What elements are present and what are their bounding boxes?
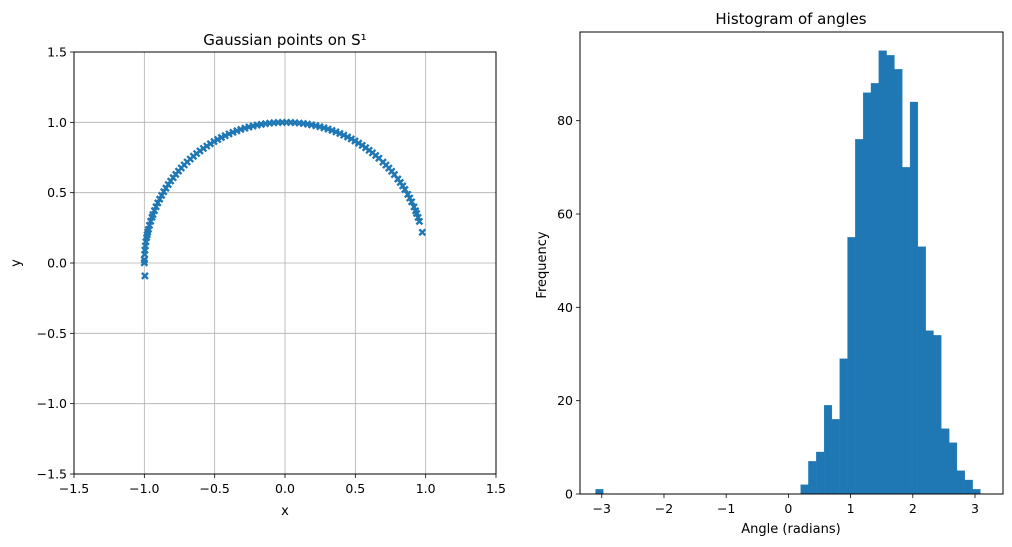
histogram-bar <box>941 428 950 495</box>
histogram-frame <box>579 31 1004 495</box>
histogram-x-axis: −3 −2 −1 0 1 2 3 <box>593 494 979 516</box>
histogram-bar <box>933 335 942 495</box>
histogram-bar <box>839 358 848 495</box>
scatter-y-tick-label: 0.0 <box>47 256 67 271</box>
histogram-bar <box>870 83 879 495</box>
histogram-bar <box>823 405 833 495</box>
scatter-x-axis: −1.5 −1.0 −0.5 0.0 0.5 1.0 1.5 <box>59 474 506 496</box>
scatter-x-tick-label: 1.5 <box>486 481 506 496</box>
histogram-y-tick-label: 80 <box>557 113 573 128</box>
scatter-x-tick-label: −1.5 <box>59 481 89 496</box>
histogram-bar <box>847 237 856 495</box>
histogram-bar <box>595 489 604 495</box>
histogram-bar <box>831 419 840 495</box>
scatter-point <box>405 194 414 202</box>
histogram-x-tick-label: −3 <box>593 501 611 516</box>
histogram-y-tick-label: 0 <box>565 487 573 502</box>
histogram-title: Histogram of angles <box>715 10 866 28</box>
scatter-y-tick-label: 1.5 <box>47 45 67 60</box>
scatter-point <box>217 133 226 142</box>
histogram-bar <box>878 50 887 495</box>
histogram-bar <box>909 101 919 495</box>
histogram-x-tick-label: −2 <box>655 501 673 516</box>
histogram-bar <box>964 479 973 495</box>
scatter-y-tick-label: −1.0 <box>37 396 67 411</box>
scatter-x-tick-label: 0.0 <box>275 481 295 496</box>
histogram-x-tick-label: 0 <box>784 501 792 516</box>
scatter-title: Gaussian points on S¹ <box>203 31 366 49</box>
histogram-x-tick-label: 2 <box>909 501 917 516</box>
histogram-bar <box>948 442 958 495</box>
histogram-x-tick-label: 1 <box>847 501 855 516</box>
histogram-bar <box>894 69 903 495</box>
histogram-y-axis: 0 20 40 60 80 <box>557 113 580 502</box>
scatter-y-tick-label: −1.5 <box>37 467 67 482</box>
histogram-x-label: Angle (radians) <box>741 522 840 537</box>
scatter-point <box>418 228 427 237</box>
histogram-y-label: Frequency <box>535 231 550 298</box>
histogram-bar <box>816 451 825 495</box>
histogram-bar <box>917 246 926 495</box>
scatter-point <box>410 203 418 211</box>
scatter-point <box>141 272 149 280</box>
scatter-point <box>140 258 149 267</box>
histogram-bars <box>595 50 981 495</box>
scatter-points <box>140 118 427 280</box>
histogram-bar <box>855 139 864 495</box>
histogram-x-tick-label: −1 <box>717 501 735 516</box>
histogram-y-tick-label: 20 <box>557 393 573 408</box>
scatter-point <box>157 191 166 200</box>
histogram-y-tick-label: 60 <box>557 207 573 222</box>
histogram-x-tick-label: 3 <box>971 501 979 516</box>
histogram-bar <box>925 330 934 495</box>
histogram-bar <box>808 461 817 495</box>
scatter-y-tick-label: 1.0 <box>47 115 67 130</box>
scatter-y-axis: −1.5 −1.0 −0.5 0.0 0.5 1.0 1.5 <box>37 45 74 482</box>
histogram-bar <box>956 470 965 495</box>
histogram-bar <box>902 167 911 495</box>
scatter-y-label: y <box>9 259 24 267</box>
histogram-bar <box>863 92 872 495</box>
scatter-x-tick-label: 1.0 <box>416 481 436 496</box>
histogram-bar <box>886 55 895 495</box>
scatter-grid <box>73 51 497 475</box>
histogram-bar <box>800 484 809 495</box>
scatter-x-tick-label: 0.5 <box>345 481 365 496</box>
scatter-x-label: x <box>281 504 289 519</box>
scatter-point <box>403 190 412 199</box>
histogram-panel: Histogram of angles −3 −2 −1 0 1 2 3 0 20 40 60 80… <box>535 10 1004 537</box>
scatter-y-tick-label: −0.5 <box>37 326 67 341</box>
histogram-y-tick-label: 40 <box>557 300 573 315</box>
scatter-panel: Gaussian points on S¹ −1.5 −1.0 −0.5 0.0 0.5… <box>9 31 506 519</box>
scatter-x-tick-label: −1.0 <box>129 481 159 496</box>
histogram-bar <box>972 489 981 495</box>
scatter-y-tick-label: 0.5 <box>47 185 67 200</box>
scatter-x-tick-label: −0.5 <box>199 481 229 496</box>
